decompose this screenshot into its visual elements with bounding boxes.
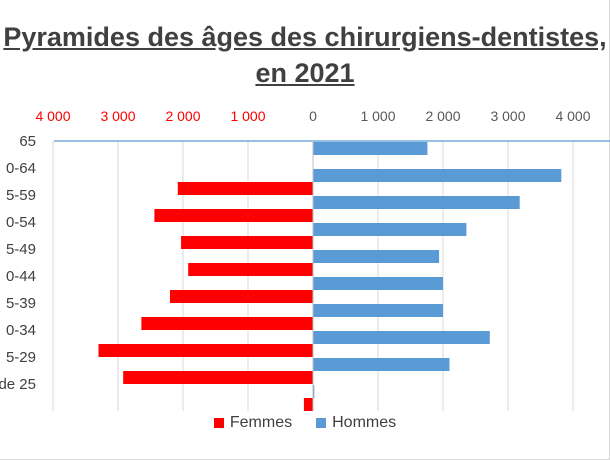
legend-item-hommes: Hommes — [316, 414, 396, 432]
legend-swatch-hommes — [316, 418, 327, 428]
bar-femmes — [177, 182, 313, 195]
x-tick-label: 1 000 — [360, 108, 395, 124]
x-tick-label: 3 000 — [100, 108, 135, 124]
category-label: 5-29 — [6, 349, 36, 366]
bar-hommes — [313, 331, 490, 344]
bar-hommes — [313, 169, 562, 182]
category-label: 5-59 — [6, 187, 36, 204]
chart-title-line2: en 2021 — [255, 58, 355, 88]
x-tick-label: 1 000 — [230, 108, 265, 124]
legend: Femmes Hommes — [0, 414, 610, 432]
bar-hommes — [313, 304, 443, 317]
legend-item-femmes: Femmes — [213, 414, 293, 432]
category-label: de 25 — [0, 376, 36, 393]
bar-femmes — [181, 236, 313, 249]
bar-hommes — [313, 196, 520, 209]
bar-hommes — [313, 250, 440, 263]
legend-label-femmes: Femmes — [229, 414, 293, 431]
chart-title-line1: Pyramides des âges des chirurgiens-denti… — [3, 22, 607, 52]
bar-femmes — [154, 209, 313, 222]
bar-hommes — [313, 358, 450, 371]
bar-femmes — [303, 398, 313, 411]
x-tick-label: 3 000 — [490, 108, 525, 124]
bar-hommes — [313, 142, 428, 155]
legend-swatch-femmes — [213, 418, 224, 428]
bar-femmes — [170, 290, 313, 303]
x-tick-label: 2 000 — [425, 108, 460, 124]
bar-hommes — [313, 385, 315, 398]
legend-label-hommes: Hommes — [332, 414, 397, 431]
bar-hommes — [313, 223, 467, 236]
bar-femmes — [141, 317, 313, 330]
bar-femmes — [123, 371, 313, 384]
x-tick-label: 2 000 — [165, 108, 200, 124]
category-label: 65 — [19, 133, 36, 150]
bar-femmes — [98, 344, 313, 357]
category-label: 0-54 — [6, 214, 36, 231]
category-label: 5-49 — [6, 241, 36, 258]
category-label: 5-39 — [6, 295, 36, 312]
category-label: 0-64 — [6, 160, 36, 177]
bar-femmes — [188, 263, 313, 276]
category-label: 0-34 — [6, 322, 36, 339]
x-tick-label: 4 000 — [555, 108, 590, 124]
category-label: 0-44 — [6, 268, 36, 285]
x-tick-label: 4 000 — [35, 108, 70, 124]
x-tick-label: 0 — [309, 108, 317, 124]
bar-hommes — [313, 277, 443, 290]
